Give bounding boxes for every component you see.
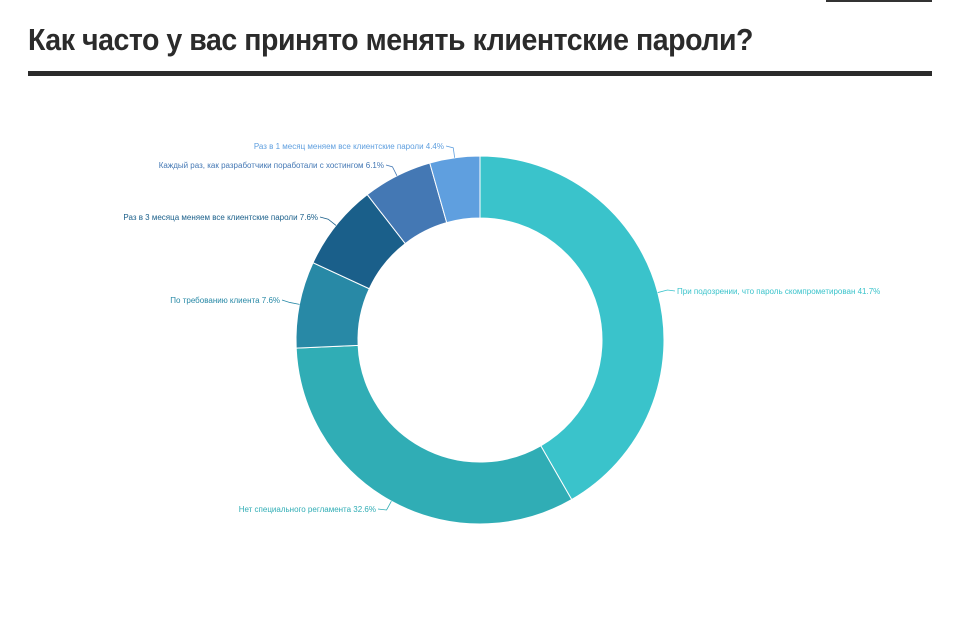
data-label: Нет специального регламента 32.6% xyxy=(239,505,376,514)
data-label: При подозрении, что пароль скомпрометиро… xyxy=(677,287,880,296)
label-leader-line xyxy=(281,299,300,305)
label-leader-line xyxy=(377,501,392,511)
data-label: Раз в 3 месяца меняем все клиентские пар… xyxy=(123,213,318,222)
label-leader-line xyxy=(319,216,337,226)
data-label: Каждый раз, как разработчики поработали … xyxy=(159,161,384,170)
donut-slice[interactable] xyxy=(429,155,481,224)
slices-group xyxy=(295,155,665,525)
labels-group: При подозрении, что пароль скомпрометиро… xyxy=(123,142,880,514)
label-leader-line xyxy=(657,289,676,293)
top-decor-rule xyxy=(826,0,932,2)
donut-slice[interactable] xyxy=(479,155,665,501)
label-leader-line xyxy=(445,145,456,158)
title-underline xyxy=(28,71,932,76)
donut-slice[interactable] xyxy=(295,344,573,525)
page-title: Как часто у вас принято менять клиентски… xyxy=(28,22,754,57)
data-label: По требованию клиента 7.6% xyxy=(170,296,280,305)
label-leader-line xyxy=(385,164,398,176)
data-label: Раз в 1 месяц меняем все клиентские паро… xyxy=(254,142,444,151)
